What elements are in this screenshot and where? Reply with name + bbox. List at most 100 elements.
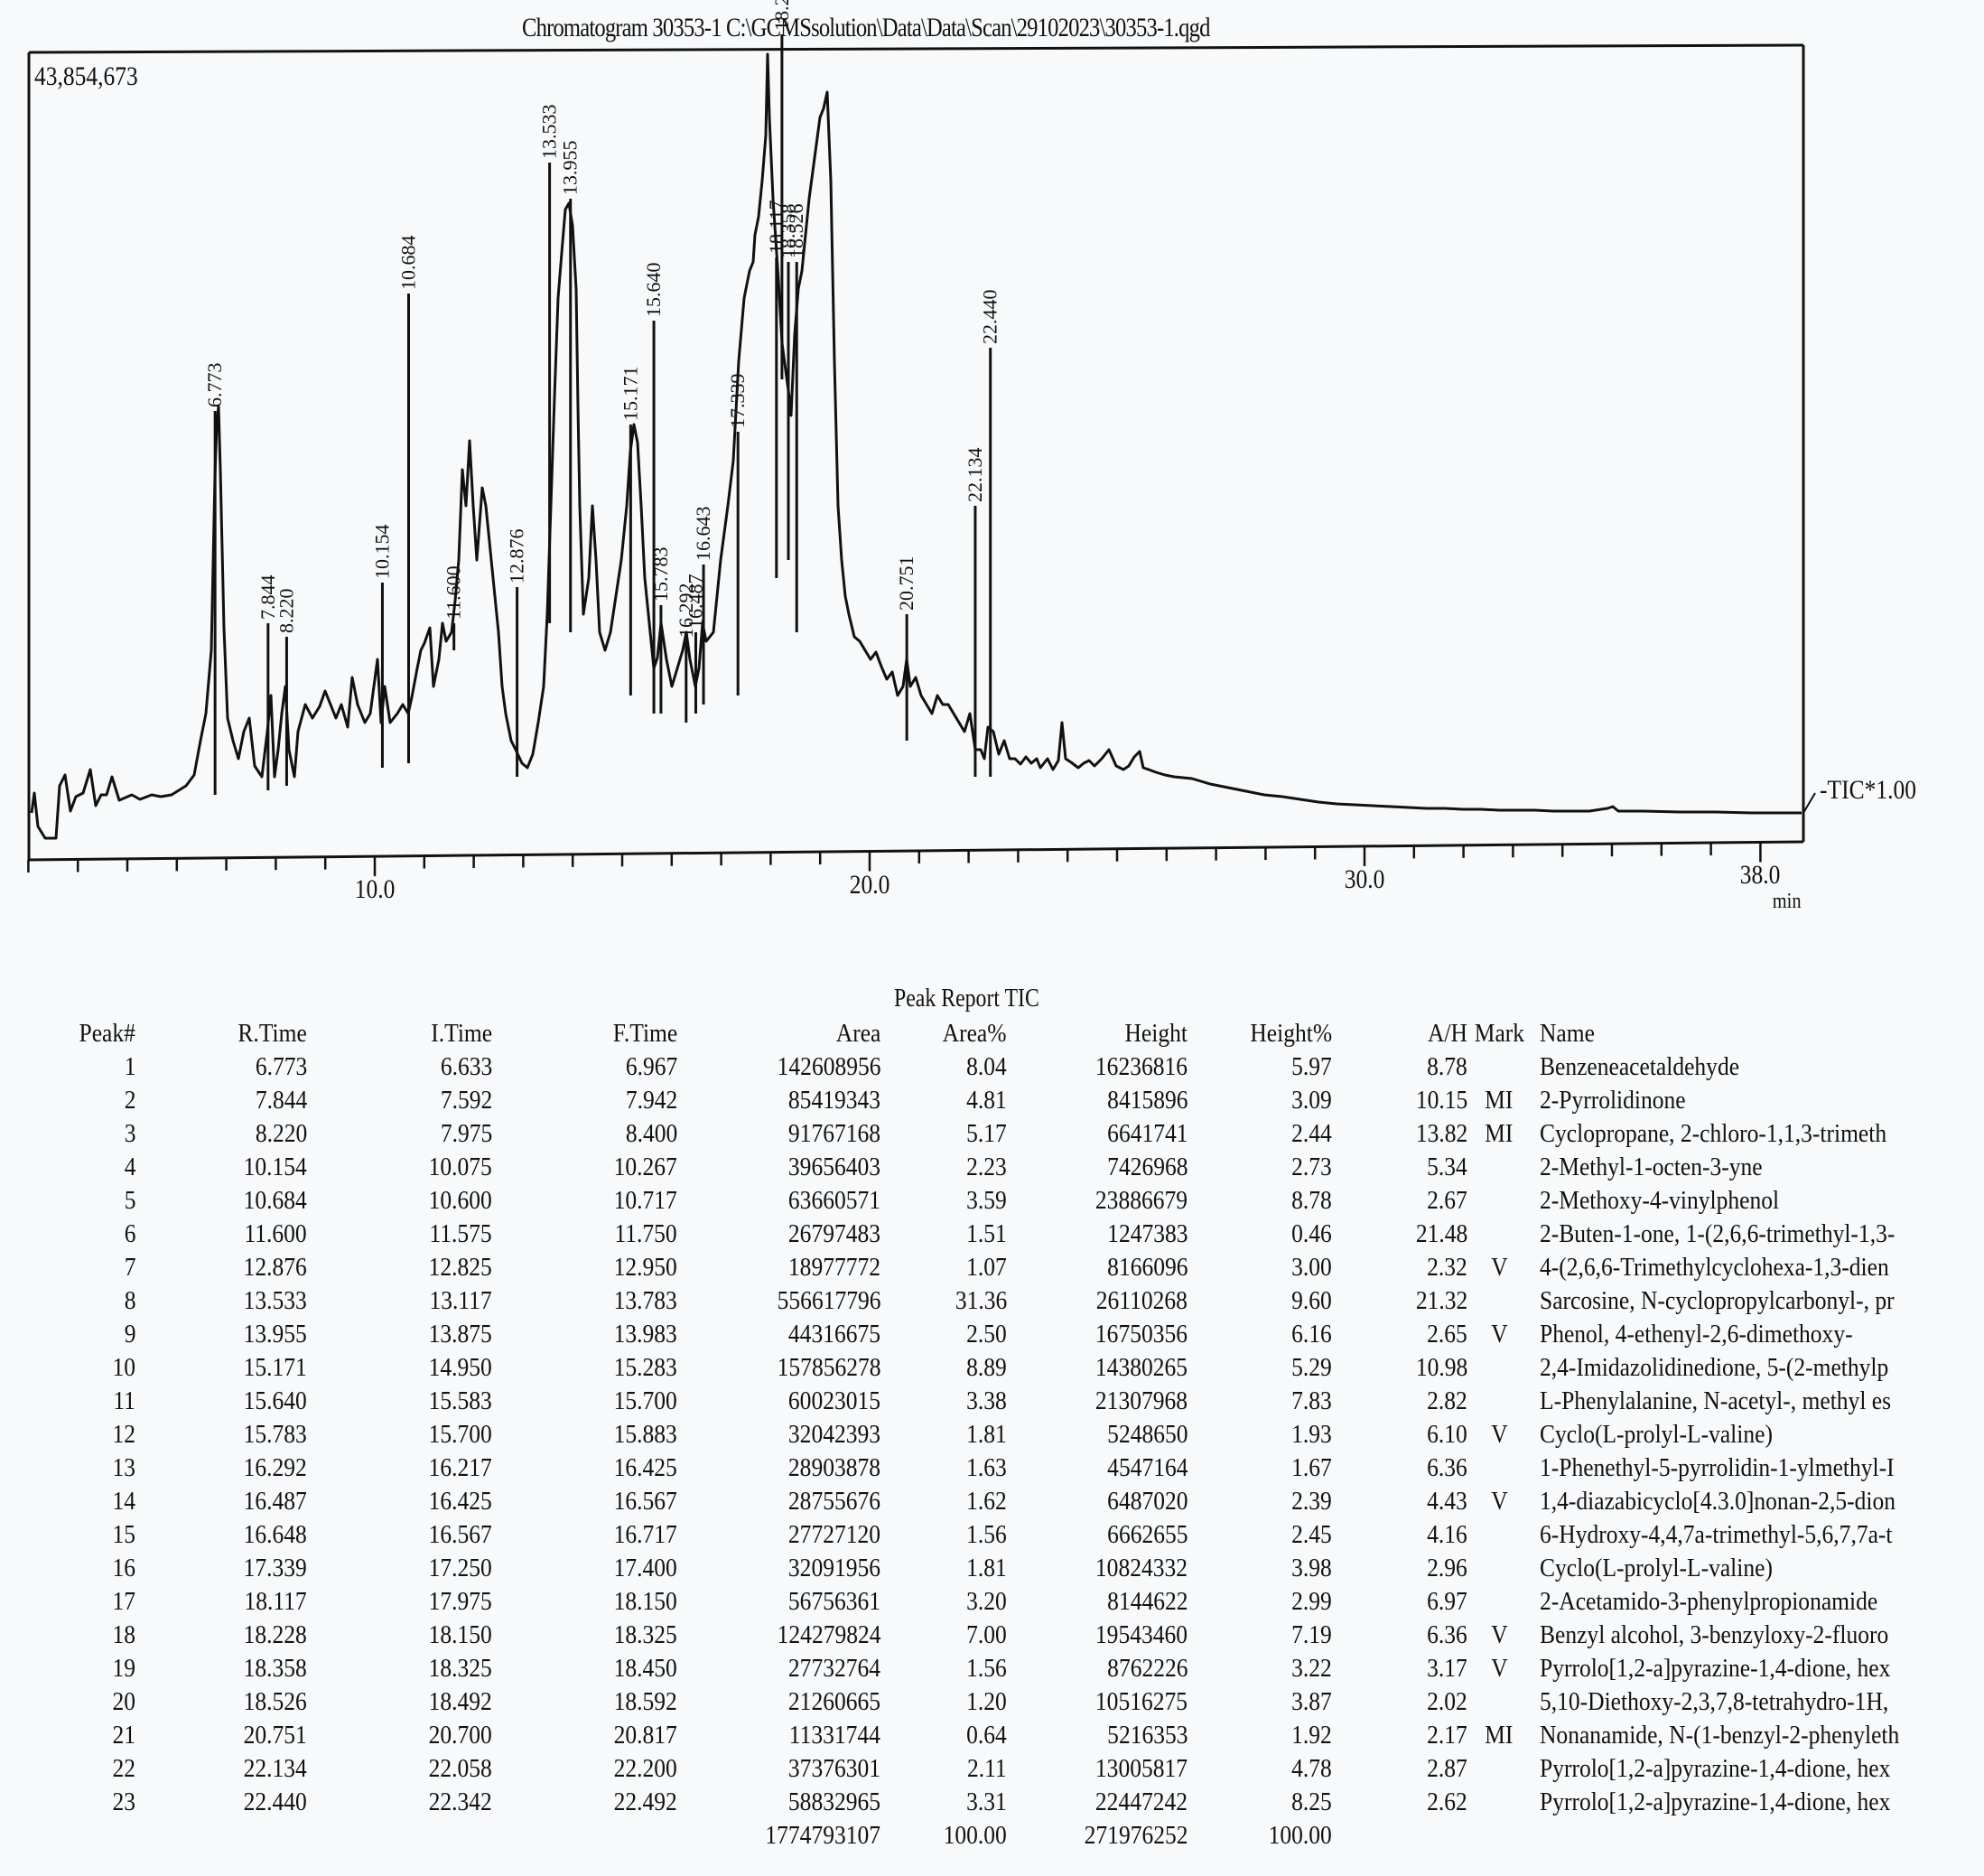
table-row: 15 16.648 16.567 16.717 27727120 1.56 6662655 2… (54, 1518, 1964, 1552)
cell-ftime: 11.750 (614, 1219, 677, 1248)
cell-peak: 11 (113, 1386, 135, 1415)
col-name-header: Name (1540, 1019, 1595, 1048)
peak-rt-label: 8.220 (275, 589, 297, 634)
total-height-pct: 100.00 (1268, 1821, 1332, 1850)
peak-rt-label: 10.154 (370, 525, 393, 580)
x-axis-unit-label: min (1772, 890, 1802, 913)
cell-height-pct: 2.45 (1291, 1520, 1332, 1549)
cell-ah: 6.36 (1427, 1620, 1467, 1649)
table-row: 16 17.339 17.250 17.400 32091956 1.81 10824332… (54, 1552, 1964, 1585)
peak-rt-label: 16.643 (692, 507, 714, 562)
cell-name: 2-Methyl-1-octen-3-yne (1540, 1153, 1763, 1181)
cell-height-pct: 1.92 (1291, 1721, 1332, 1750)
cell-name: Cyclo(L-prolyl-L-valine) (1540, 1554, 1773, 1582)
cell-height-pct: 7.83 (1291, 1386, 1332, 1415)
cell-peak: 4 (124, 1153, 135, 1181)
cell-height: 23886679 (1094, 1186, 1188, 1215)
cell-ah: 6.36 (1427, 1453, 1467, 1482)
x-tick-label: 30.0 (1344, 863, 1385, 894)
cell-name: Pyrrolo[1,2-a]pyrazine-1,4-dione, hex (1540, 1654, 1891, 1683)
cell-itime: 17.975 (428, 1587, 492, 1616)
table-row: 19 18.358 18.325 18.450 27732764 1.56 8762226 3… (54, 1652, 1964, 1685)
cell-name: Cyclo(L-prolyl-L-valine) (1540, 1420, 1773, 1449)
cell-height-pct: 9.60 (1291, 1286, 1332, 1315)
cell-rtime: 11.600 (244, 1219, 307, 1248)
cell-ftime: 22.200 (613, 1754, 677, 1783)
cell-rtime: 15.171 (243, 1353, 307, 1382)
cell-ah: 21.32 (1415, 1286, 1467, 1315)
cell-ah: 13.82 (1415, 1119, 1467, 1148)
x-tick-label: 20.0 (849, 869, 890, 900)
peak-rt-label: 15.640 (642, 263, 665, 318)
cell-height-pct: 3.09 (1291, 1086, 1332, 1115)
cell-itime: 13.117 (429, 1286, 492, 1315)
cell-mark: V (1490, 1654, 1508, 1683)
cell-rtime: 20.751 (243, 1721, 307, 1750)
cell-height-pct: 2.73 (1291, 1153, 1332, 1181)
cell-itime: 15.583 (428, 1386, 492, 1415)
cell-name: Pyrrolo[1,2-a]pyrazine-1,4-dione, hex (1540, 1754, 1891, 1783)
cell-name: 1-Phenethyl-5-pyrrolidin-1-ylmethyl-I (1540, 1453, 1895, 1482)
cell-name: Pyrrolo[1,2-a]pyrazine-1,4-dione, hex (1540, 1787, 1891, 1816)
cell-height: 16750356 (1094, 1320, 1188, 1349)
peak-rt-label: 18.526 (785, 204, 807, 259)
peak-rt-label: 17.339 (726, 374, 749, 429)
table-row: 4 10.154 10.075 10.267 39656403 2.23 7426968 2.… (54, 1151, 1964, 1184)
cell-itime: 7.975 (440, 1119, 492, 1148)
cell-height-pct: 2.99 (1291, 1587, 1332, 1616)
totals-row: 1774793107 100.00 271976252 100.00 (54, 1819, 1964, 1853)
cell-height: 8166096 (1106, 1253, 1188, 1282)
cell-height-pct: 5.29 (1291, 1353, 1332, 1382)
cell-mark (1467, 1752, 1531, 1786)
cell-mark (1467, 1518, 1531, 1552)
cell-ftime: 10.267 (613, 1153, 677, 1181)
table-row: 22 22.134 22.058 22.200 37376301 2.11 13005817… (54, 1752, 1964, 1786)
cell-height-pct: 3.00 (1291, 1253, 1332, 1282)
cell-area: 44316675 (787, 1320, 880, 1349)
cell-area: 58832965 (787, 1787, 880, 1816)
cell-ah: 2.02 (1427, 1687, 1467, 1716)
peak-rt-label: 6.773 (203, 363, 226, 408)
peak-rt-label: 16.292 (675, 583, 697, 639)
cell-height: 22447242 (1094, 1787, 1188, 1816)
cell-itime: 18.150 (428, 1620, 492, 1649)
cell-area-pct: 3.20 (966, 1587, 1007, 1616)
cell-rtime: 7.844 (255, 1086, 307, 1115)
cell-area: 39656403 (787, 1153, 880, 1181)
peak-rt-label: 10.684 (396, 236, 419, 291)
cell-area: 21260665 (787, 1687, 880, 1716)
cell-peak: 17 (112, 1587, 135, 1616)
cell-ah: 5.34 (1427, 1153, 1467, 1181)
col-itime-header: I.Time (431, 1019, 492, 1048)
cell-area: 124279824 (777, 1620, 880, 1649)
peak-rt-label: 13.955 (559, 141, 582, 196)
cell-area: 27732764 (787, 1654, 880, 1683)
cell-area: 26797483 (787, 1219, 880, 1248)
cell-peak: 15 (112, 1520, 135, 1549)
x-tick-label: 10.0 (354, 874, 396, 905)
cell-height: 6487020 (1106, 1487, 1188, 1516)
cell-ah: 2.65 (1427, 1320, 1467, 1349)
cell-itime: 7.592 (440, 1086, 492, 1115)
cell-area-pct: 0.64 (966, 1721, 1007, 1750)
cell-ftime: 15.283 (613, 1353, 677, 1382)
cell-name: 4-(2,6,6-Trimethylcyclohexa-1,3-dien (1540, 1253, 1889, 1282)
cell-mark: MI (1485, 1119, 1514, 1148)
cell-name: Nonanamide, N-(1-benzyl-2-phenyleth (1540, 1721, 1900, 1750)
col-height-pct-header: Height% (1250, 1019, 1332, 1048)
plot-frame (27, 43, 1805, 862)
cell-height: 26110268 (1095, 1286, 1188, 1315)
cell-area: 157856278 (777, 1353, 880, 1382)
cell-name: Phenol, 4-ethenyl-2,6-dimethoxy- (1540, 1320, 1853, 1349)
cell-area-pct: 1.56 (966, 1520, 1007, 1549)
cell-area-pct: 7.00 (966, 1620, 1007, 1649)
table-row: 13 16.292 16.217 16.425 28903878 1.63 4547164 1… (54, 1451, 1964, 1485)
cell-ftime: 16.425 (613, 1453, 677, 1482)
table-row: 20 18.526 18.492 18.592 21260665 1.20 10516275… (54, 1685, 1964, 1719)
cell-ftime: 13.983 (613, 1320, 677, 1349)
cell-name: Benzyl alcohol, 3-benzyloxy-2-fluoro (1540, 1620, 1889, 1649)
cell-rtime: 16.292 (243, 1453, 307, 1482)
cell-peak: 16 (112, 1554, 135, 1582)
cell-peak: 14 (112, 1487, 135, 1516)
cell-ah: 6.97 (1427, 1587, 1467, 1616)
